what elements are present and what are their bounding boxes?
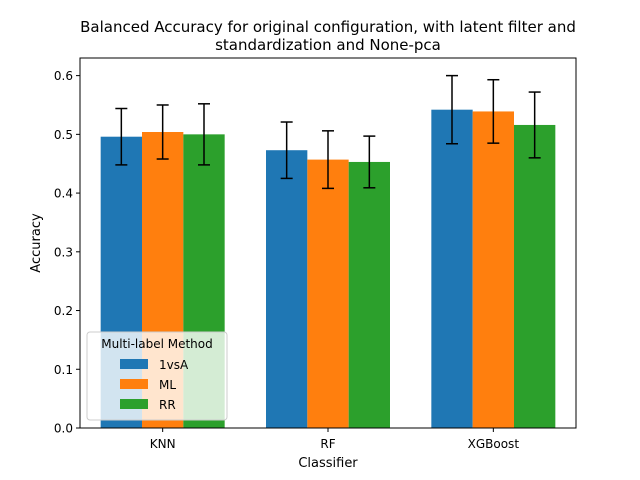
legend-label-1vsA: 1vsA bbox=[159, 358, 189, 372]
bar-ML-XGBoost bbox=[472, 111, 514, 428]
x-axis: KNN RF XGBoost bbox=[150, 428, 520, 451]
y-tick-label: 0.3 bbox=[54, 245, 73, 259]
x-tick-label: RF bbox=[320, 437, 335, 451]
chart-title-line-2: standardization and None-pca bbox=[215, 36, 441, 54]
legend-swatch-1vsA bbox=[120, 359, 148, 369]
error-bars-group bbox=[115, 74, 541, 190]
legend-swatch-RR bbox=[120, 399, 148, 409]
bar-RR-XGBoost bbox=[514, 124, 556, 428]
x-tick-label: KNN bbox=[150, 437, 176, 451]
y-tick-label: 0.1 bbox=[54, 363, 73, 377]
chart-title-line-1: Balanced Accuracy for original configura… bbox=[80, 18, 576, 36]
legend-box bbox=[86, 331, 228, 421]
x-tick-label: XGBoost bbox=[468, 437, 520, 451]
bar-RR-RF bbox=[348, 161, 390, 428]
legend-title: Multi-label Method bbox=[101, 337, 213, 351]
y-tick-label: 0.4 bbox=[54, 187, 73, 201]
bar-ML-RF bbox=[307, 159, 349, 428]
bars-group bbox=[100, 109, 556, 428]
legend-swatch-ML bbox=[120, 379, 148, 389]
bar-1vsA-RF bbox=[266, 150, 308, 428]
y-axis-label: Accuracy bbox=[29, 213, 44, 273]
y-tick-label: 0.6 bbox=[54, 69, 73, 83]
y-tick-label: 0.5 bbox=[54, 128, 73, 142]
legend: Multi-label Method 1vsA ML RR bbox=[86, 331, 228, 421]
legend-label-RR: RR bbox=[159, 398, 176, 412]
y-axis: 0.0 0.1 0.2 0.3 0.4 0.5 0.6 bbox=[54, 69, 80, 436]
bar-1vsA-XGBoost bbox=[431, 109, 473, 428]
y-tick-label: 0.0 bbox=[54, 422, 73, 436]
legend-label-ML: ML bbox=[159, 378, 176, 392]
y-tick-label: 0.2 bbox=[54, 304, 73, 318]
x-axis-label: Classifier bbox=[298, 456, 358, 471]
